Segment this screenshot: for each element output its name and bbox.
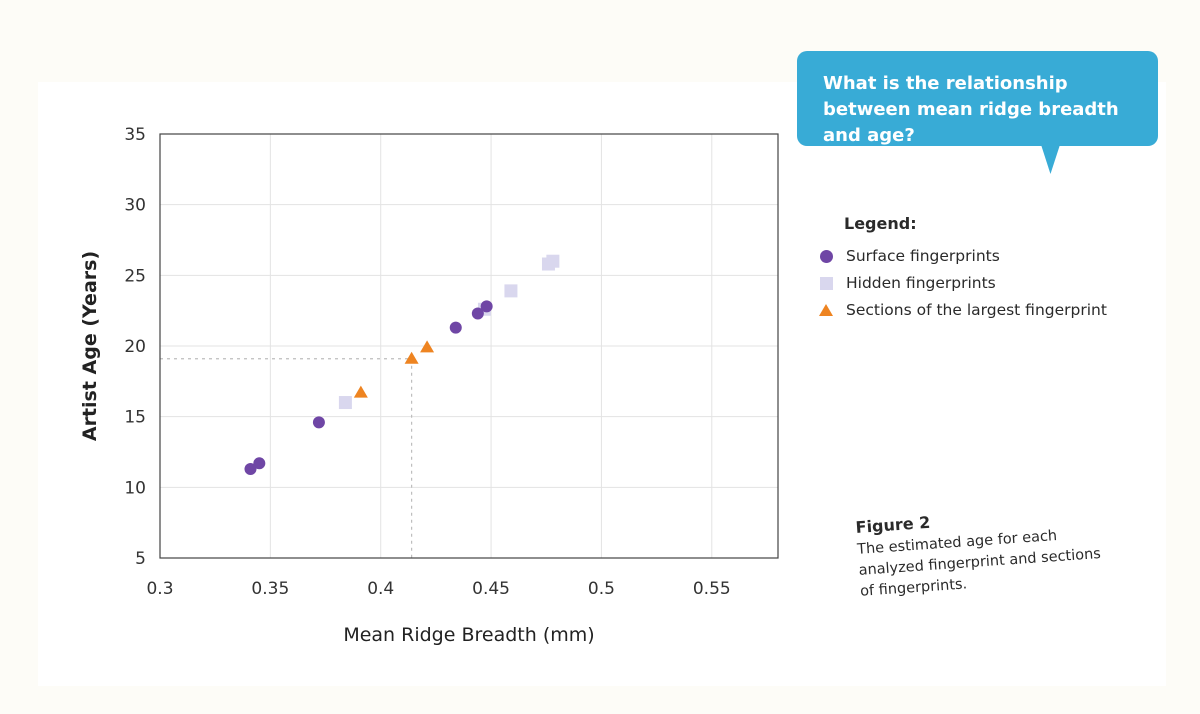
grid	[160, 134, 778, 558]
legend-item-surface: Surface fingerprints	[818, 243, 1107, 270]
hidden-fingerprint-point	[338, 396, 352, 410]
y-tick-label: 15	[124, 408, 146, 428]
legend: Legend: Surface fingerprints Hidden fing…	[818, 214, 1107, 324]
y-tick-label: 5	[135, 549, 146, 569]
x-tick-label: 0.4	[367, 579, 394, 599]
reference-lines	[160, 358, 413, 558]
figure-panel	[38, 82, 1166, 686]
y-tick-label: 10	[124, 478, 146, 498]
hidden-fingerprint-point	[546, 254, 560, 268]
legend-item-sections: Sections of the largest fingerprint	[818, 297, 1107, 324]
x-tick-label: 0.55	[693, 579, 731, 599]
surface-fingerprint-point	[480, 300, 493, 313]
data-points	[244, 254, 560, 475]
surface-fingerprint-point	[244, 462, 257, 475]
x-ticks: 0.3 0.35 0.4 0.45 0.5 0.55	[146, 579, 730, 599]
surface-fingerprint-point	[312, 416, 325, 429]
legend-label: Hidden fingerprints	[846, 274, 996, 292]
circle-marker-icon	[820, 250, 833, 263]
x-tick-label: 0.3	[146, 579, 173, 599]
x-tick-label: 0.45	[472, 579, 510, 599]
legend-item-hidden: Hidden fingerprints	[818, 270, 1107, 297]
y-tick-label: 20	[124, 337, 146, 357]
scatter-chart: 0.3 0.35 0.4 0.45 0.5 0.55 5 10 15 20 25 30 35 Mean…	[79, 125, 779, 646]
section-fingerprint-point	[404, 351, 419, 364]
surface-fingerprint-point	[471, 307, 484, 320]
figure-caption: Figure 2 The estimated age for each anal…	[855, 500, 1120, 603]
hidden-fingerprint-point	[504, 284, 518, 298]
y-axis-label: Artist Age (Years)	[79, 251, 101, 441]
triangle-marker-icon	[819, 304, 833, 316]
y-tick-label: 25	[124, 266, 146, 286]
plot-frame	[159, 133, 779, 559]
section-fingerprint-point	[353, 385, 368, 398]
surface-fingerprint-point	[449, 321, 462, 334]
x-tick-label: 0.5	[588, 579, 615, 599]
y-tick-label: 30	[124, 196, 146, 216]
y-tick-label: 35	[124, 125, 146, 145]
question-text: What is the relationship between mean ri…	[823, 73, 1119, 146]
legend-label: Surface fingerprints	[846, 247, 1000, 265]
square-marker-icon	[820, 277, 833, 290]
section-fingerprint-point	[420, 340, 435, 353]
x-axis-label: Mean Ridge Breadth (mm)	[343, 624, 594, 646]
legend-label: Sections of the largest fingerprint	[846, 301, 1107, 319]
legend-title: Legend:	[844, 214, 917, 233]
surface-fingerprint-point	[253, 457, 266, 470]
y-ticks: 5 10 15 20 25 30 35	[124, 125, 146, 569]
question-bubble: What is the relationship between mean ri…	[797, 51, 1158, 146]
x-tick-label: 0.35	[251, 579, 289, 599]
